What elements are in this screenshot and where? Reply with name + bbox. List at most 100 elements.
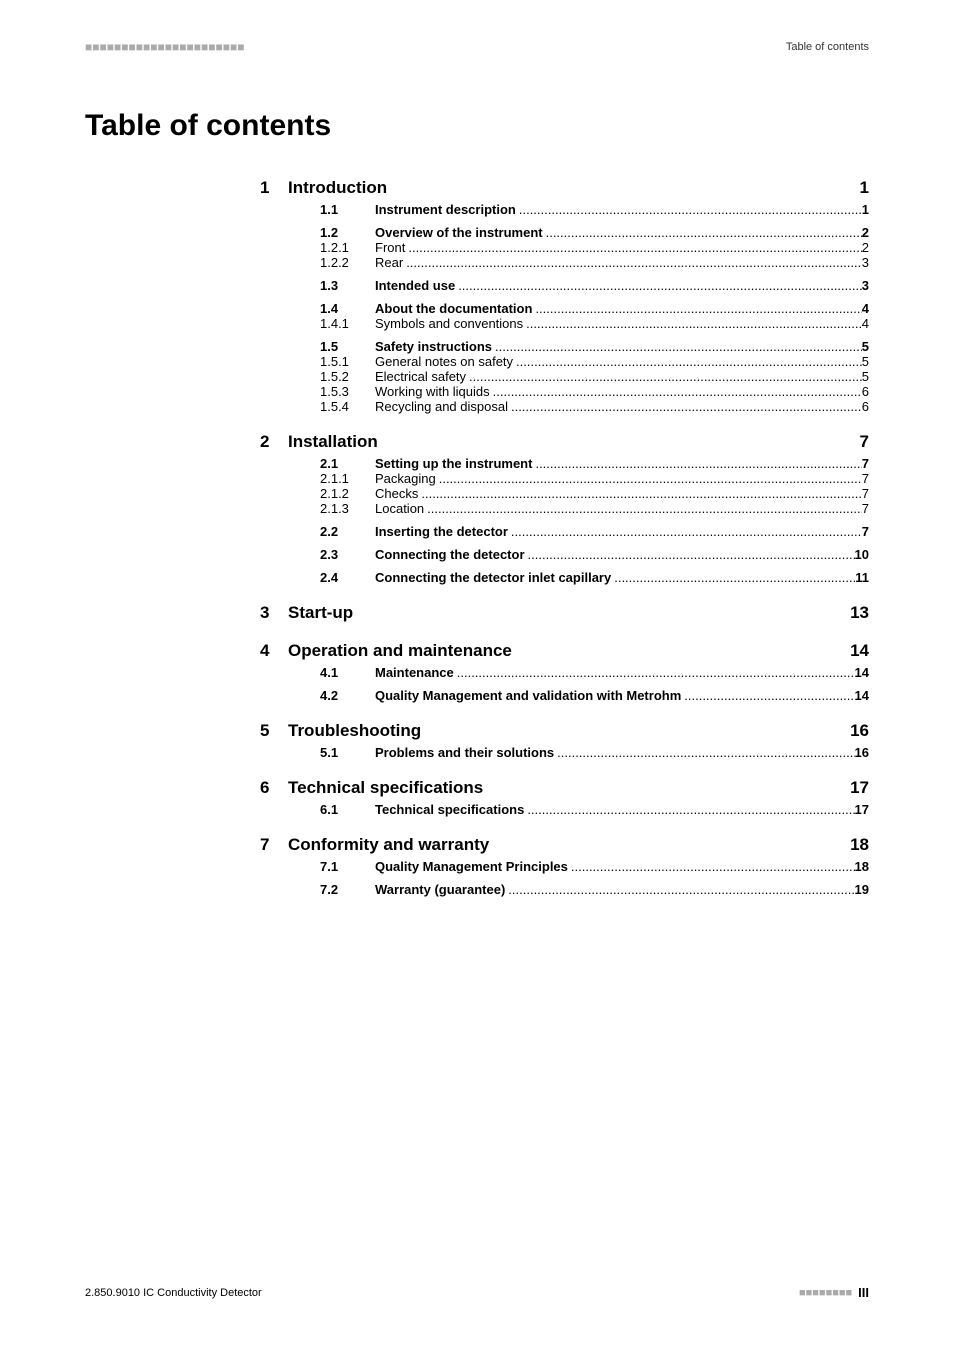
table-of-contents: 1Introduction11.1Instrument description … xyxy=(260,178,869,897)
toc-entry: 1.5.1General notes on safety ...........… xyxy=(320,354,869,369)
entry-title: Warranty (guarantee) xyxy=(375,882,505,897)
entry-title: Intended use xyxy=(375,278,455,293)
toc-entry: 2.2Inserting the detector ..............… xyxy=(320,524,869,539)
leader-dots: ........................................… xyxy=(454,665,855,680)
leader-dots: ........................................… xyxy=(403,255,862,270)
entry-number: 2.1.1 xyxy=(320,471,375,486)
entry-page: 10 xyxy=(855,547,869,562)
entry-title: Quality Management and validation with M… xyxy=(375,688,681,703)
entry-page: 14 xyxy=(855,688,869,703)
entry-title: Setting up the instrument xyxy=(375,456,532,471)
entry-page: 7 xyxy=(862,456,869,471)
entry-title: Overview of the instrument xyxy=(375,225,543,240)
leader-dots: ........................................… xyxy=(424,501,862,516)
page-footer: 2.850.9010 IC Conductivity Detector ■■■■… xyxy=(85,1285,869,1300)
entry-page: 6 xyxy=(862,384,869,399)
chapter-title: Introduction xyxy=(288,178,839,198)
entry-title: Electrical safety xyxy=(375,369,466,384)
leader-dots: ........................................… xyxy=(492,339,862,354)
entry-page: 5 xyxy=(862,354,869,369)
entry-number: 1.3 xyxy=(320,278,375,293)
chapter-page: 1 xyxy=(839,178,869,198)
entry-page: 17 xyxy=(855,802,869,817)
toc-entry: 1.5.4Recycling and disposal ............… xyxy=(320,399,869,414)
entry-number: 2.3 xyxy=(320,547,375,562)
header-dashes: ■■■■■■■■■■■■■■■■■■■■■■ xyxy=(85,40,244,54)
entry-number: 1.4.1 xyxy=(320,316,375,331)
entry-title: Recycling and disposal xyxy=(375,399,508,414)
chapter-row: 1Introduction1 xyxy=(260,178,869,198)
toc-entry: 1.5.3Working with liquids ..............… xyxy=(320,384,869,399)
leader-dots: ........................................… xyxy=(681,688,854,703)
chapter-page: 18 xyxy=(839,835,869,855)
entry-number: 1.5.3 xyxy=(320,384,375,399)
chapter-number: 3 xyxy=(260,603,288,623)
leader-dots: ........................................… xyxy=(568,859,855,874)
leader-dots: ........................................… xyxy=(532,456,861,471)
toc-entry: 4.2Quality Management and validation wit… xyxy=(320,688,869,703)
chapter-number: 2 xyxy=(260,432,288,452)
chapter-row: 5Troubleshooting16 xyxy=(260,721,869,741)
entry-number: 1.5 xyxy=(320,339,375,354)
chapter-row: 6Technical specifications17 xyxy=(260,778,869,798)
entry-page: 5 xyxy=(862,369,869,384)
leader-dots: ........................................… xyxy=(436,471,862,486)
chapter-title: Operation and maintenance xyxy=(288,641,839,661)
entry-title: About the documentation xyxy=(375,301,532,316)
toc-entry: 1.4.1Symbols and conventions ...........… xyxy=(320,316,869,331)
toc-entry: 1.2.2Rear ..............................… xyxy=(320,255,869,270)
entry-title: Location xyxy=(375,501,424,516)
leader-dots: ........................................… xyxy=(508,399,862,414)
toc-entry: 1.3Intended use ........................… xyxy=(320,278,869,293)
chapter-row: 7Conformity and warranty18 xyxy=(260,835,869,855)
entry-title: Inserting the detector xyxy=(375,524,508,539)
entry-page: 6 xyxy=(862,399,869,414)
entry-number: 1.4 xyxy=(320,301,375,316)
entry-number: 1.2 xyxy=(320,225,375,240)
entry-number: 2.2 xyxy=(320,524,375,539)
entry-title: Symbols and conventions xyxy=(375,316,523,331)
entry-number: 2.4 xyxy=(320,570,375,585)
chapter-row: 2Installation7 xyxy=(260,432,869,452)
leader-dots: ........................................… xyxy=(524,802,854,817)
chapter-title: Troubleshooting xyxy=(288,721,839,741)
chapter-title: Conformity and warranty xyxy=(288,835,839,855)
toc-entry: 5.1Problems and their solutions ........… xyxy=(320,745,869,760)
leader-dots: ........................................… xyxy=(543,225,862,240)
entry-number: 7.1 xyxy=(320,859,375,874)
entry-page: 7 xyxy=(862,471,869,486)
leader-dots: ........................................… xyxy=(466,369,862,384)
chapter-row: 4Operation and maintenance14 xyxy=(260,641,869,661)
entry-title: Working with liquids xyxy=(375,384,490,399)
chapter-page: 13 xyxy=(839,603,869,623)
entry-number: 2.1.2 xyxy=(320,486,375,501)
chapter-page: 14 xyxy=(839,641,869,661)
toc-entry: 2.1.3Location ..........................… xyxy=(320,501,869,516)
entry-page: 3 xyxy=(862,278,869,293)
chapter-number: 6 xyxy=(260,778,288,798)
chapter-page: 7 xyxy=(839,432,869,452)
leader-dots: ........................................… xyxy=(490,384,862,399)
toc-entry: 1.4About the documentation .............… xyxy=(320,301,869,316)
entry-title: Instrument description xyxy=(375,202,516,217)
entry-title: Problems and their solutions xyxy=(375,745,554,760)
entry-title: Rear xyxy=(375,255,403,270)
entry-number: 1.5.1 xyxy=(320,354,375,369)
entry-title: Safety instructions xyxy=(375,339,492,354)
chapter-number: 5 xyxy=(260,721,288,741)
entry-title: General notes on safety xyxy=(375,354,513,369)
entry-number: 1.5.2 xyxy=(320,369,375,384)
entry-page: 18 xyxy=(855,859,869,874)
chapter-title: Installation xyxy=(288,432,839,452)
entry-title: Connecting the detector xyxy=(375,547,525,562)
toc-entry: 2.3Connecting the detector .............… xyxy=(320,547,869,562)
toc-entry: 7.1Quality Management Principles .......… xyxy=(320,859,869,874)
header-right-text: Table of contents xyxy=(786,41,869,53)
entry-number: 2.1.3 xyxy=(320,501,375,516)
entry-number: 4.2 xyxy=(320,688,375,703)
entry-page: 7 xyxy=(862,524,869,539)
entry-number: 2.1 xyxy=(320,456,375,471)
entry-number: 5.1 xyxy=(320,745,375,760)
entry-title: Technical specifications xyxy=(375,802,524,817)
footer-left: 2.850.9010 IC Conductivity Detector xyxy=(85,1287,262,1299)
